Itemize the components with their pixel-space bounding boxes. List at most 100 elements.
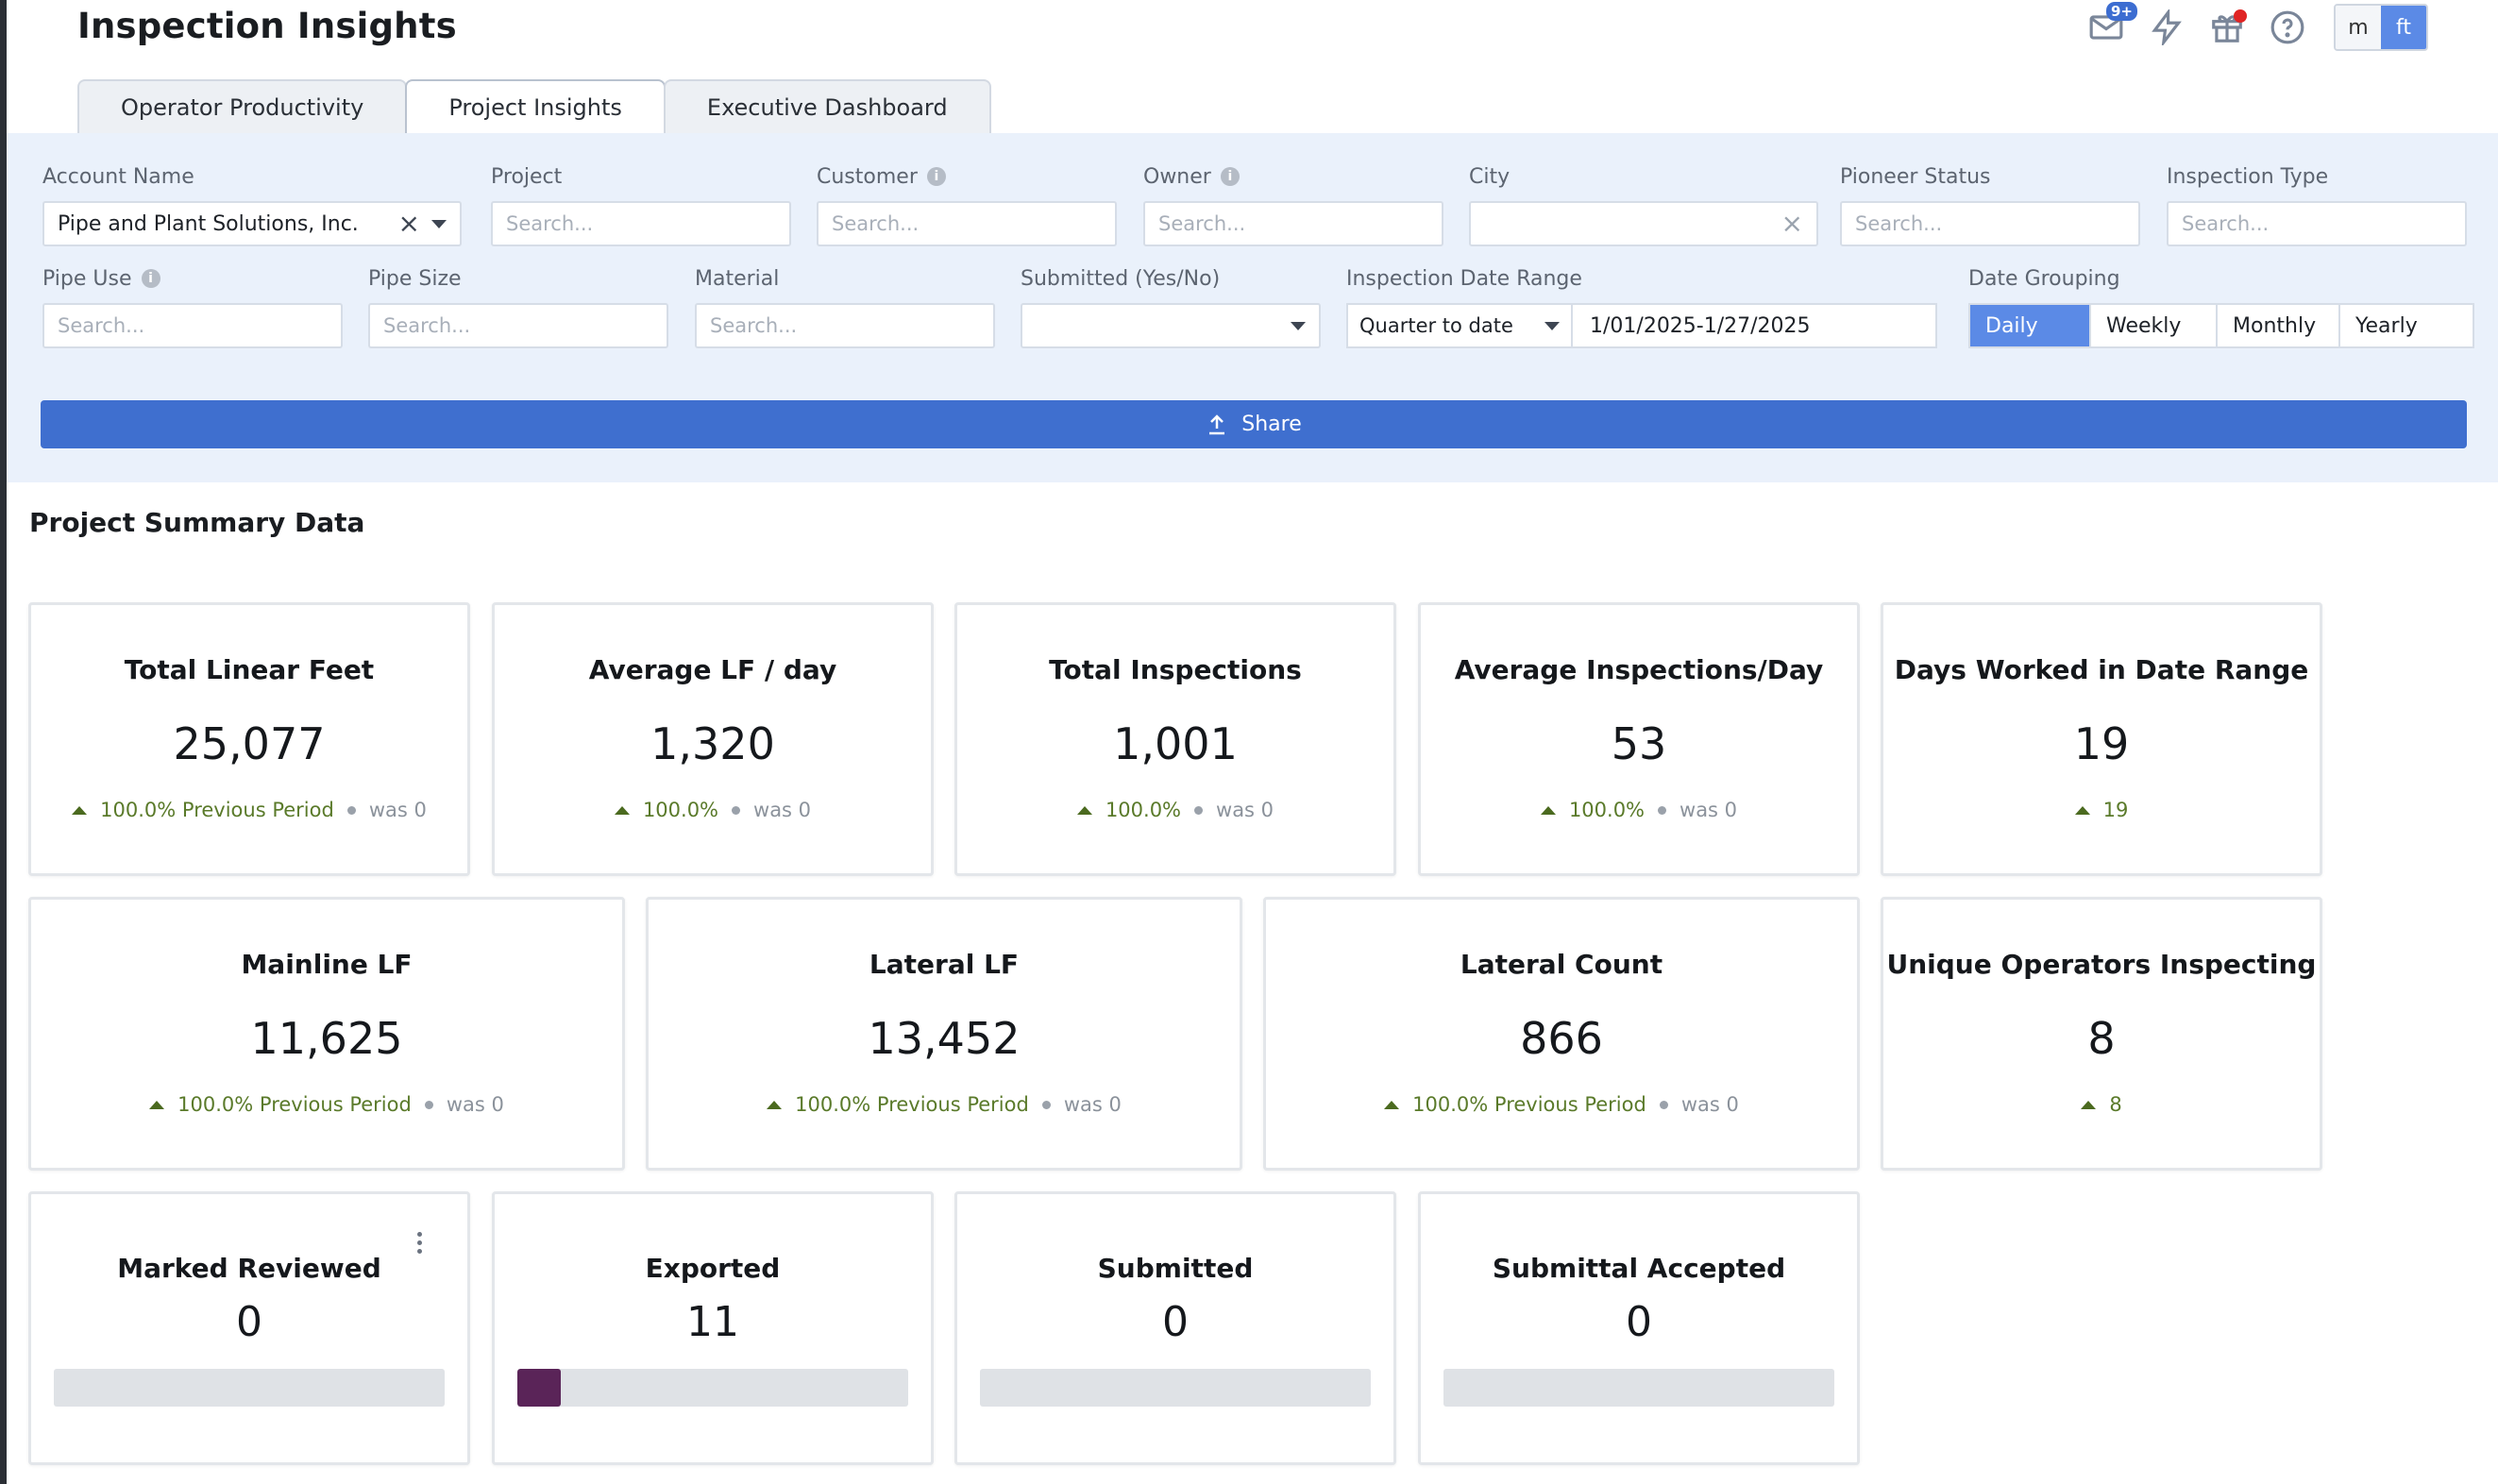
grouping-weekly-button[interactable]: Weekly (2091, 305, 2218, 346)
account-name-field: Account Name Pipe and Plant Solutions, I… (42, 163, 462, 246)
tab-executive-dashboard[interactable]: Executive Dashboard (663, 79, 991, 134)
kpi-card: Lateral Count 866 100.0% Previous Period… (1263, 897, 1860, 1171)
tab-project-insights[interactable]: Project Insights (405, 79, 666, 134)
was-text: was 0 (1063, 1093, 1122, 1116)
owner-label-text: Owner (1143, 164, 1211, 189)
inspection-type-field: Inspection Type Search... (2167, 163, 2467, 246)
unit-ft-button[interactable]: ft (2381, 6, 2426, 49)
trend-up-icon (2074, 805, 2090, 815)
pipe-use-label: Pipe Use i (42, 265, 343, 292)
kpi-value: 53 (1611, 718, 1667, 769)
kpi-title: Average Inspections/Day (1454, 654, 1824, 685)
kpi-delta: 100.0% was 0 (957, 799, 1393, 821)
progress-bar (54, 1369, 445, 1407)
progress-card: Submitted 0 (954, 1191, 1396, 1465)
was-text: was 0 (1679, 799, 1738, 821)
date-range-preset-value: Quarter to date (1359, 314, 1513, 337)
info-icon: i (141, 269, 160, 288)
kpi-value: 1,320 (650, 718, 775, 769)
delta-text: 100.0% Previous Period (1412, 1093, 1646, 1116)
delta-text: 100.0% Previous Period (795, 1093, 1029, 1116)
project-input[interactable]: Search... (491, 201, 791, 246)
date-grouping-label: Date Grouping (1968, 266, 2120, 291)
grouping-monthly-button[interactable]: Monthly (2218, 305, 2340, 346)
unit-m-button[interactable]: m (2336, 6, 2381, 49)
clear-icon[interactable]: × (397, 208, 420, 239)
trend-up-icon (1076, 805, 1092, 815)
pioneer-status-field: Pioneer Status Search... (1840, 163, 2140, 246)
owner-input[interactable]: Search... (1143, 201, 1443, 246)
date-range-input[interactable]: 1/01/2025-1/27/2025 (1573, 303, 1937, 348)
info-icon: i (926, 167, 946, 186)
kpi-value: 11,625 (250, 1013, 403, 1064)
trend-up-icon (614, 805, 630, 815)
was-text: was 0 (1680, 1093, 1739, 1116)
delta-text: 100.0% Previous Period (177, 1093, 412, 1116)
kpi-card: Mainline LF 11,625 100.0% Previous Perio… (28, 897, 625, 1171)
submitted-field: Submitted (Yes/No) (1021, 265, 1321, 348)
kpi-delta: 100.0% was 0 (1421, 799, 1857, 821)
pipe-use-input[interactable]: Search... (42, 303, 343, 348)
progress-value: 0 (1626, 1298, 1652, 1346)
trend-up-icon (149, 1100, 165, 1109)
trend-up-icon (1384, 1100, 1400, 1109)
clear-icon[interactable]: × (1781, 208, 1803, 239)
chevron-down-icon[interactable] (1291, 321, 1306, 330)
tab-operator-productivity[interactable]: Operator Productivity (77, 79, 408, 134)
grouping-yearly-button[interactable]: Yearly (2355, 313, 2418, 338)
progress-value: 0 (1162, 1298, 1189, 1346)
customer-input[interactable]: Search... (817, 201, 1117, 246)
was-text: was 0 (1216, 799, 1274, 821)
share-button[interactable]: Share (41, 400, 2467, 448)
lightning-icon[interactable] (2147, 8, 2186, 47)
progress-bar (517, 1369, 908, 1407)
pioneer-status-input[interactable]: Search... (1840, 201, 2140, 246)
kpi-delta: 100.0% Previous Period was 0 (1266, 1093, 1857, 1116)
customer-label-text: Customer (817, 164, 918, 189)
kpi-card: Days Worked in Date Range 19 19 (1881, 602, 2322, 876)
progress-card: Exported 11 (492, 1191, 934, 1465)
city-select[interactable]: × (1469, 201, 1818, 246)
grouping-daily-button[interactable]: Daily (1970, 305, 2091, 346)
chevron-down-icon[interactable] (431, 219, 447, 228)
date-grouping-field: Date Grouping Daily Weekly Monthly Yearl… (1968, 265, 2474, 348)
inspection-type-input[interactable]: Search... (2167, 201, 2467, 246)
date-range-field: Inspection Date Range Quarter to date 1/… (1346, 265, 1941, 348)
submitted-select[interactable] (1021, 303, 1321, 348)
date-grouping-segmented: Daily Weekly Monthly Yearly (1968, 303, 2474, 348)
was-text: was 0 (753, 799, 812, 821)
kpi-title: Total Inspections (1049, 654, 1302, 685)
city-label: City (1469, 164, 1511, 189)
progress-title: Marked Reviewed (117, 1253, 381, 1284)
progress-value: 11 (686, 1298, 739, 1346)
separator-dot (1658, 805, 1667, 815)
mail-icon[interactable]: 9+ (2086, 2, 2137, 47)
separator-dot (1194, 805, 1204, 815)
more-options-icon[interactable] (414, 1232, 424, 1254)
help-icon[interactable] (2268, 8, 2307, 47)
date-range-label: Inspection Date Range (1346, 266, 1582, 291)
delta-text: 100.0% (1105, 799, 1182, 821)
progress-card: Marked Reviewed 0 (28, 1191, 470, 1465)
was-text: was 0 (446, 1093, 504, 1116)
unit-toggle: m ft (2334, 4, 2428, 51)
inspection-type-label: Inspection Type (2167, 164, 2329, 189)
info-icon: i (1220, 167, 1240, 186)
gift-icon[interactable] (2207, 8, 2247, 47)
kpi-title: Unique Operators Inspecting (1886, 949, 2317, 980)
trend-up-icon (2081, 1100, 2097, 1109)
kpi-delta: 100.0% Previous Period was 0 (31, 799, 467, 821)
delta-text: 100.0% (642, 799, 719, 821)
section-title: Project Summary Data (29, 507, 365, 538)
date-range-preset-select[interactable]: Quarter to date (1346, 303, 1573, 348)
material-input[interactable]: Search... (695, 303, 995, 348)
material-field: Material Search... (695, 265, 995, 348)
account-name-select[interactable]: Pipe and Plant Solutions, Inc. × (42, 201, 462, 246)
separator-dot (1659, 1100, 1668, 1109)
delta-text: 100.0% Previous Period (100, 799, 334, 821)
kpi-value: 8 (2087, 1013, 2116, 1064)
window-edge (0, 0, 7, 1484)
pipe-size-input[interactable]: Search... (368, 303, 668, 348)
kpi-card: Average LF / day 1,320 100.0% was 0 (492, 602, 934, 876)
was-text: was 0 (368, 799, 427, 821)
